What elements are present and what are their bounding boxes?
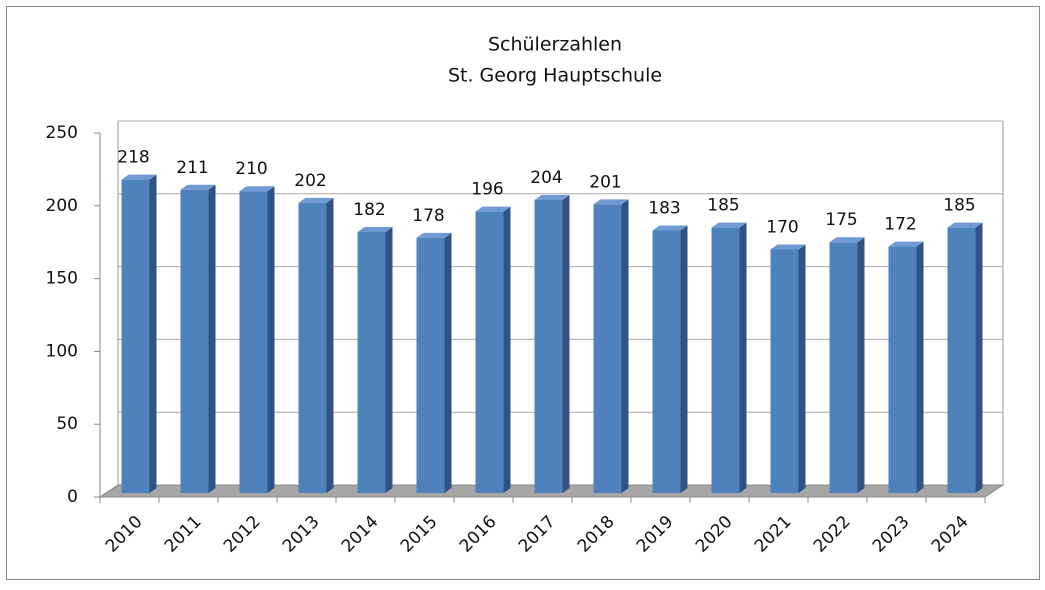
bar: [298, 197, 334, 493]
y-tick-label: 100: [46, 341, 78, 361]
y-tick-label: 250: [46, 123, 78, 143]
bar-top: [711, 222, 747, 228]
bar: [534, 194, 570, 493]
value-label: 185: [707, 196, 739, 216]
value-label: 170: [766, 217, 798, 237]
bar-top: [416, 232, 452, 238]
chart-title: Schülerzahlen: [488, 34, 622, 56]
chart-subtitle: St. Georg Hauptschule: [448, 65, 662, 87]
value-label: 183: [648, 199, 680, 219]
bar: [770, 244, 806, 493]
bar-front: [888, 246, 917, 493]
bar: [121, 174, 157, 494]
bar-front: [475, 211, 504, 493]
bar: [416, 232, 452, 493]
bar-top: [475, 206, 511, 212]
bar-side: [975, 222, 983, 493]
bar-side: [798, 244, 806, 493]
bar-side: [149, 174, 157, 494]
bar-side: [385, 227, 393, 493]
bar-top: [121, 174, 157, 180]
bar-front: [416, 237, 445, 493]
bar-front: [239, 191, 268, 494]
bar-side: [680, 225, 688, 493]
bar-top: [770, 244, 806, 250]
bar: [888, 241, 924, 493]
bar-side: [503, 206, 511, 493]
bar-front: [298, 202, 327, 493]
y-tick-label: 50: [56, 414, 78, 434]
bar-top: [180, 184, 216, 190]
bar: [652, 225, 688, 493]
bar-top: [652, 225, 688, 231]
bar: [711, 222, 747, 493]
bar-side: [857, 237, 865, 493]
bar-front: [947, 227, 976, 493]
bar-top: [829, 237, 865, 243]
bar-top: [888, 241, 924, 247]
value-label: 201: [589, 172, 621, 192]
bar-front: [711, 227, 740, 493]
bar-top: [947, 222, 983, 228]
bar-side: [267, 186, 275, 494]
bar-front: [180, 189, 209, 493]
bar-side: [562, 194, 570, 493]
value-label: 204: [530, 168, 562, 188]
y-tick-label: 0: [67, 487, 78, 507]
bar-front: [770, 249, 799, 493]
bar-front: [357, 232, 386, 493]
bar-front: [829, 242, 858, 493]
value-label: 175: [825, 210, 857, 230]
chart-border: [6, 6, 1040, 580]
value-label: 210: [235, 159, 267, 179]
bar: [239, 186, 275, 494]
bar-top: [534, 194, 570, 200]
bar-top: [357, 227, 393, 233]
value-label: 185: [943, 196, 975, 216]
y-tick-label: 200: [46, 196, 78, 216]
bar-side: [326, 197, 334, 493]
value-label: 172: [884, 215, 916, 235]
bar: [180, 184, 216, 493]
value-label: 218: [117, 148, 149, 168]
bar: [357, 227, 393, 493]
bar-side: [916, 241, 924, 493]
y-tick-label: 150: [46, 269, 78, 289]
bar-side: [739, 222, 747, 493]
bar-top: [298, 197, 334, 203]
bar-side: [444, 232, 452, 493]
bar: [593, 199, 629, 493]
bar-front: [593, 204, 622, 493]
bar-front: [121, 179, 150, 494]
value-label: 211: [176, 158, 208, 178]
bar-side: [621, 199, 629, 493]
bar-front: [652, 230, 681, 493]
value-label: 178: [412, 206, 444, 226]
bar-side: [208, 184, 216, 493]
bar-front: [534, 199, 563, 493]
value-label: 202: [294, 171, 326, 191]
value-label: 182: [353, 200, 385, 220]
bar: [475, 206, 511, 493]
bar-top: [593, 199, 629, 205]
bar: [947, 222, 983, 493]
bar: [829, 237, 865, 493]
value-label: 196: [471, 180, 503, 200]
bar-top: [239, 186, 275, 192]
